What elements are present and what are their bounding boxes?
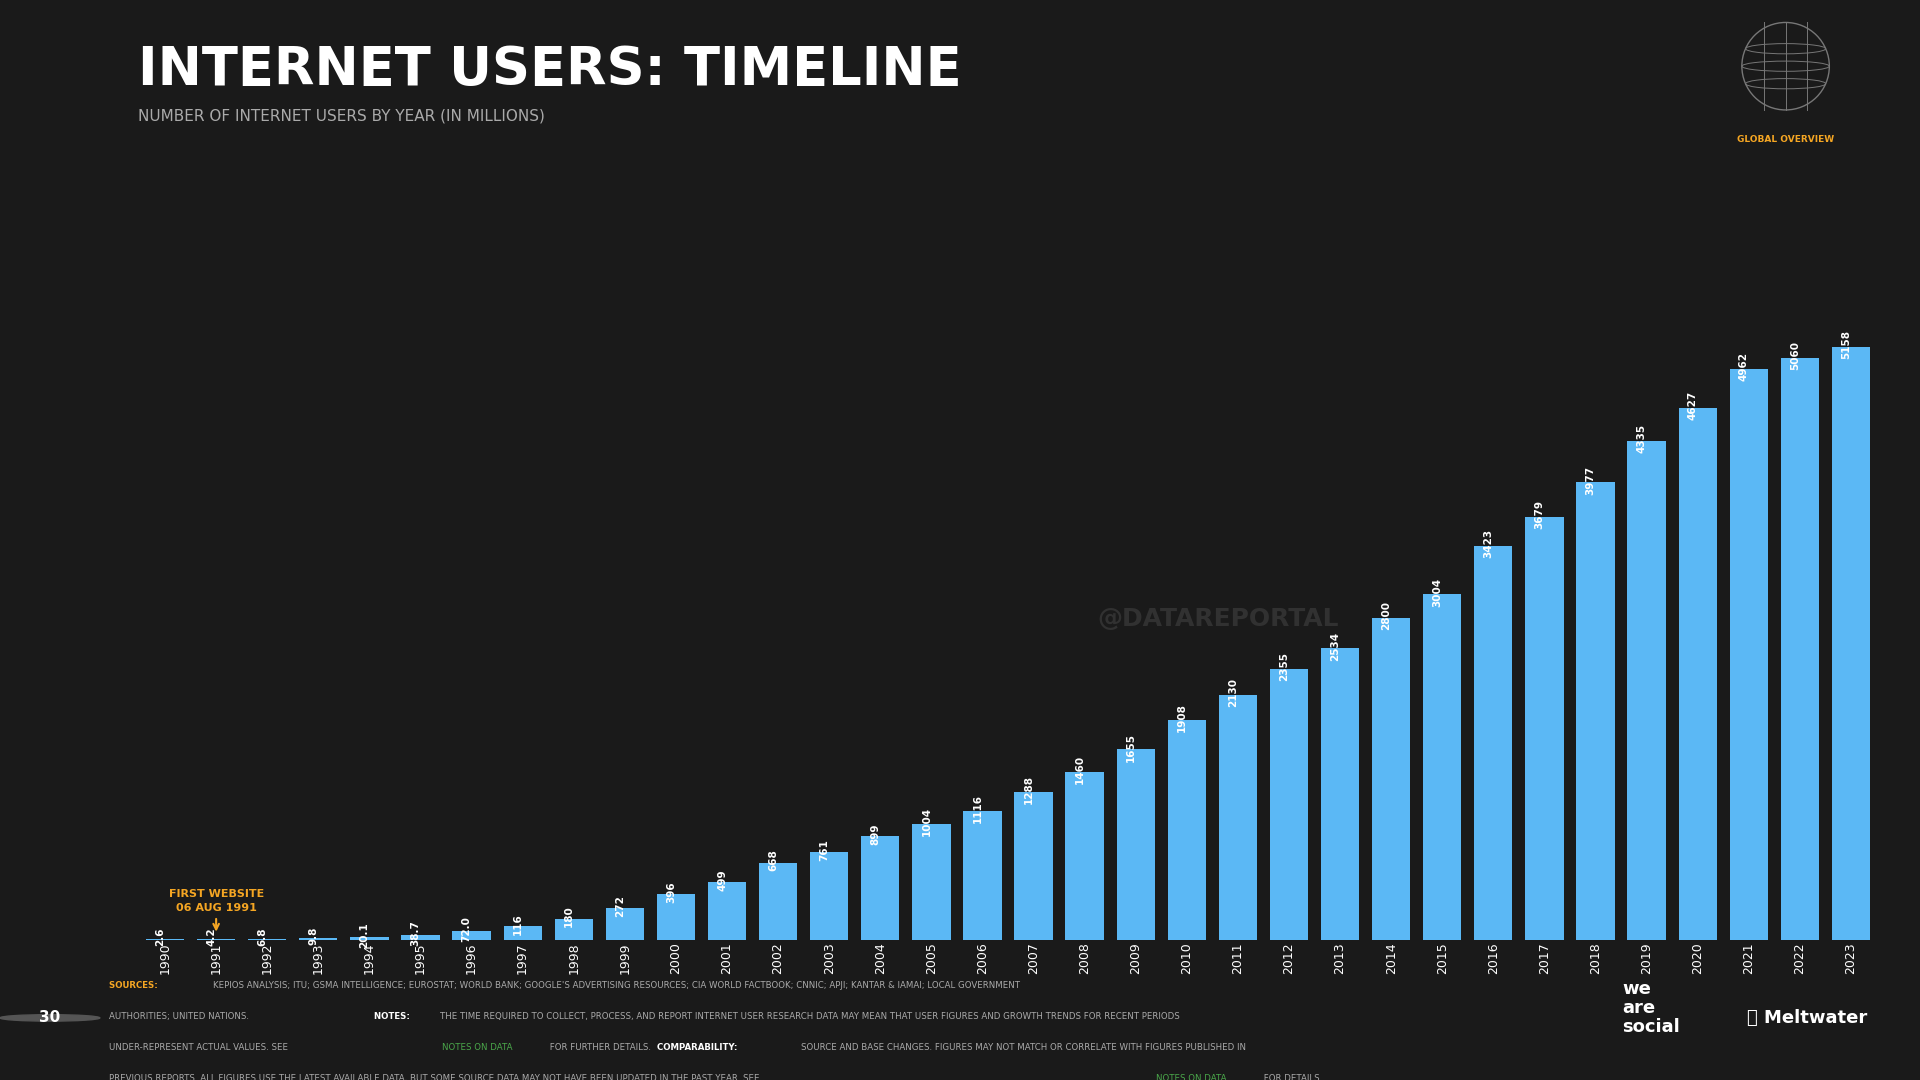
Bar xyxy=(1167,720,1206,940)
Text: AUTHORITIES; UNITED NATIONS.: AUTHORITIES; UNITED NATIONS. xyxy=(109,1012,252,1021)
Text: NOTES ON DATA: NOTES ON DATA xyxy=(1156,1074,1227,1080)
Text: FIRST WEBSITE
06 AUG 1991: FIRST WEBSITE 06 AUG 1991 xyxy=(169,890,263,913)
Bar xyxy=(605,908,643,940)
Text: 5060: 5060 xyxy=(1789,341,1799,370)
Text: 4627: 4627 xyxy=(1688,391,1697,420)
Text: 9.8: 9.8 xyxy=(309,927,319,945)
Text: 1288: 1288 xyxy=(1023,774,1033,804)
Text: 1460: 1460 xyxy=(1075,755,1085,784)
Text: 1004: 1004 xyxy=(922,808,931,836)
Text: 2800: 2800 xyxy=(1380,600,1392,630)
Bar xyxy=(1730,369,1768,940)
Text: 3977: 3977 xyxy=(1586,465,1596,495)
Text: 4962: 4962 xyxy=(1740,352,1749,381)
Bar xyxy=(503,927,541,940)
Text: @DATAREPORTAL: @DATAREPORTAL xyxy=(1096,607,1338,631)
Bar xyxy=(1373,618,1411,940)
Text: COMPARABILITY:: COMPARABILITY: xyxy=(657,1043,739,1052)
Bar xyxy=(1269,669,1308,940)
Text: NUMBER OF INTERNET USERS BY YEAR (IN MILLIONS): NUMBER OF INTERNET USERS BY YEAR (IN MIL… xyxy=(138,108,545,123)
Text: 1655: 1655 xyxy=(1125,732,1137,761)
Text: 1116: 1116 xyxy=(972,795,983,823)
Text: 116: 116 xyxy=(513,913,522,935)
Bar xyxy=(1475,546,1513,940)
Bar xyxy=(657,894,695,940)
Text: 30: 30 xyxy=(38,1011,61,1025)
Bar xyxy=(708,882,747,940)
Bar xyxy=(1219,694,1258,940)
Bar xyxy=(810,852,849,940)
Text: 2355: 2355 xyxy=(1279,652,1288,681)
Text: UNDER-REPRESENT ACTUAL VALUES. SEE: UNDER-REPRESENT ACTUAL VALUES. SEE xyxy=(109,1043,292,1052)
Text: INTERNET USERS: TIMELINE: INTERNET USERS: TIMELINE xyxy=(138,44,962,96)
Bar xyxy=(912,824,950,940)
Text: KEPIOS ANALYSIS; ITU; GSMA INTELLIGENCE; EUROSTAT; WORLD BANK; GOOGLE'S ADVERTIS: KEPIOS ANALYSIS; ITU; GSMA INTELLIGENCE;… xyxy=(213,981,1020,989)
Circle shape xyxy=(0,1015,100,1021)
Text: THE TIME REQUIRED TO COLLECT, PROCESS, AND REPORT INTERNET USER RESEARCH DATA MA: THE TIME REQUIRED TO COLLECT, PROCESS, A… xyxy=(440,1012,1179,1021)
Text: 668: 668 xyxy=(768,850,778,872)
Text: 3679: 3679 xyxy=(1534,500,1544,529)
Bar xyxy=(453,931,492,940)
Text: 4335: 4335 xyxy=(1636,424,1647,454)
Bar xyxy=(1524,516,1563,940)
Text: we
are
social: we are social xyxy=(1622,980,1680,1037)
Text: 180: 180 xyxy=(564,906,574,928)
Text: 761: 761 xyxy=(820,839,829,861)
Bar xyxy=(1678,407,1716,940)
Bar xyxy=(1321,648,1359,940)
Bar xyxy=(862,836,899,940)
Text: GLOBAL OVERVIEW: GLOBAL OVERVIEW xyxy=(1738,135,1834,144)
Text: 396: 396 xyxy=(666,881,676,903)
Text: FOR FURTHER DETAILS.: FOR FURTHER DETAILS. xyxy=(547,1043,655,1052)
Text: ⓞ Meltwater: ⓞ Meltwater xyxy=(1747,1009,1868,1027)
Text: 3004: 3004 xyxy=(1432,578,1442,607)
Text: 2.6: 2.6 xyxy=(156,928,165,946)
Bar xyxy=(1628,442,1667,940)
Bar xyxy=(758,863,797,940)
Text: SOURCES:: SOURCES: xyxy=(109,981,161,989)
Bar xyxy=(555,919,593,940)
Bar xyxy=(1780,357,1818,940)
Text: 2130: 2130 xyxy=(1229,678,1238,707)
Text: 72.0: 72.0 xyxy=(461,916,472,942)
Text: 3423: 3423 xyxy=(1484,529,1494,558)
Text: JAN
2023: JAN 2023 xyxy=(19,39,106,102)
Bar xyxy=(1117,750,1154,940)
Text: SOURCE AND BASE CHANGES. FIGURES MAY NOT MATCH OR CORRELATE WITH FIGURES PUBLISH: SOURCE AND BASE CHANGES. FIGURES MAY NOT… xyxy=(801,1043,1246,1052)
Bar xyxy=(349,937,388,940)
Text: 38.7: 38.7 xyxy=(411,920,420,946)
Text: 20.1: 20.1 xyxy=(359,922,369,948)
Text: 4.2: 4.2 xyxy=(205,928,217,946)
Text: NOTES ON DATA: NOTES ON DATA xyxy=(442,1043,513,1052)
Text: FOR DETAILS.: FOR DETAILS. xyxy=(1261,1074,1323,1080)
Text: 1908: 1908 xyxy=(1177,703,1187,732)
Bar xyxy=(1832,347,1870,940)
Text: 2534: 2534 xyxy=(1331,632,1340,661)
Text: 6.8: 6.8 xyxy=(257,928,267,946)
Bar xyxy=(300,939,338,940)
Text: PREVIOUS REPORTS. ALL FIGURES USE THE LATEST AVAILABLE DATA, BUT SOME SOURCE DAT: PREVIOUS REPORTS. ALL FIGURES USE THE LA… xyxy=(109,1074,762,1080)
Text: 499: 499 xyxy=(716,869,728,891)
Bar xyxy=(1066,772,1104,940)
Text: 5158: 5158 xyxy=(1841,329,1851,359)
Bar xyxy=(1014,792,1052,940)
Text: 272: 272 xyxy=(614,895,624,917)
Text: 899: 899 xyxy=(870,823,879,845)
Bar xyxy=(964,811,1002,940)
Text: NOTES:: NOTES: xyxy=(374,1012,413,1021)
Bar xyxy=(1576,483,1615,940)
Bar xyxy=(1423,594,1461,940)
Bar xyxy=(401,935,440,940)
